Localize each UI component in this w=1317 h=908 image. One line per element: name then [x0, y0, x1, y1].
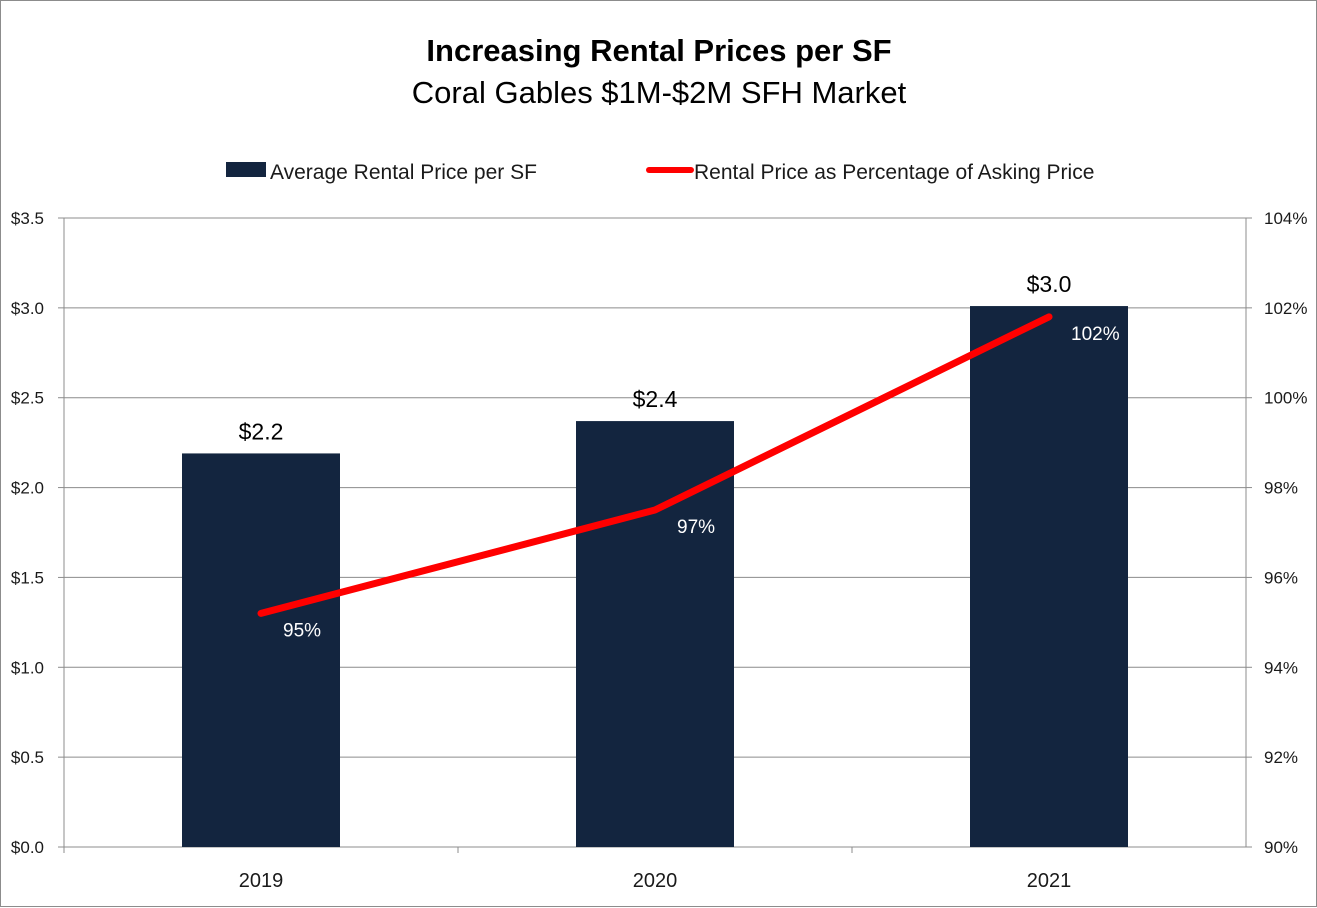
line-value-label-2021: 102% [1071, 324, 1120, 345]
x-tick-label-2020: 2020 [633, 870, 678, 892]
bar-value-label-2020: $2.4 [633, 386, 678, 412]
line-value-label-2019: 95% [283, 620, 321, 641]
right-tick-label: 104% [1264, 209, 1307, 228]
right-tick-label: 102% [1264, 299, 1307, 318]
left-tick-label: $1.0 [11, 658, 44, 677]
left-tick-label: $1.5 [11, 568, 44, 587]
bar-value-label-2021: $3.0 [1027, 271, 1072, 297]
legend-bar-label: Average Rental Price per SF [270, 161, 537, 184]
left-tick-label: $3.0 [11, 299, 44, 318]
right-tick-label: 96% [1264, 568, 1298, 587]
percentage-line [257, 313, 1053, 617]
bar-value-label-2019: $2.2 [239, 418, 284, 444]
bar-2019 [182, 453, 340, 847]
right-tick-label: 94% [1264, 658, 1298, 677]
x-tick-label-2021: 2021 [1027, 870, 1072, 892]
chart-title: Increasing Rental Prices per SF [426, 33, 891, 68]
right-tick-label: 98% [1264, 479, 1298, 498]
right-tick-label: 92% [1264, 748, 1298, 767]
left-tick-label: $0.5 [11, 748, 44, 767]
bar-series: $2.2 $2.4 $3.0 [182, 271, 1128, 847]
right-tick-label: 90% [1264, 838, 1298, 857]
bar-2021 [970, 306, 1128, 847]
line-series: 95% 97% 102% [257, 313, 1120, 641]
x-tick-label-2019: 2019 [239, 870, 284, 892]
right-tick-label: 100% [1264, 389, 1307, 408]
legend-line-label: Rental Price as Percentage of Asking Pri… [694, 161, 1094, 184]
line-value-label-2020: 97% [677, 517, 715, 538]
left-tick-label: $2.5 [11, 389, 44, 408]
chart-subtitle: Coral Gables $1M-$2M SFH Market [412, 75, 907, 110]
left-tick-label: $2.0 [11, 479, 44, 498]
axes: $0.0 $0.5 $1.0 $1.5 $2.0 $2.5 $3.0 $3.5 90% 92% 94… [11, 209, 1308, 892]
legend-bar-swatch [226, 162, 266, 177]
legend: Average Rental Price per SF Rental Price… [226, 161, 1094, 184]
left-tick-label: $0.0 [11, 838, 44, 857]
bar-2020 [576, 421, 734, 847]
left-tick-label: $3.5 [11, 209, 44, 228]
